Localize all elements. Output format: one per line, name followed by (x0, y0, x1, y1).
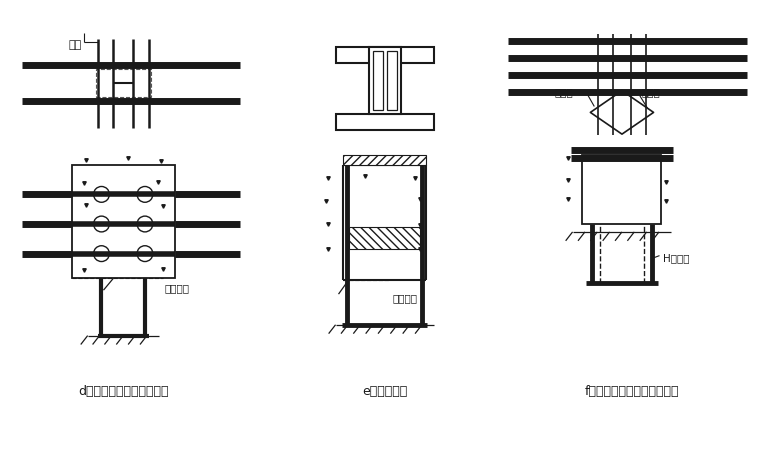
Text: 加强筋: 加强筋 (555, 88, 574, 97)
Bar (72, 165, 175, 278)
Text: e）角钢加强: e）角钢加强 (363, 385, 407, 398)
Bar (369, 47, 401, 114)
Text: 承台底面: 承台底面 (393, 293, 418, 303)
Text: 扁钢条: 扁钢条 (641, 88, 660, 97)
Bar (582, 155, 661, 224)
Text: 钢筋: 钢筋 (69, 40, 82, 50)
Text: f）桩顶伸入厚度不大的承台: f）桩顶伸入厚度不大的承台 (584, 385, 679, 398)
Bar (387, 51, 397, 110)
Text: d）桩顶伸入厚度大的承台: d）桩顶伸入厚度大的承台 (78, 385, 169, 398)
Text: 承台底面: 承台底面 (165, 283, 190, 293)
Bar (350, 227, 420, 249)
Bar (96, 69, 151, 97)
Bar (336, 114, 434, 130)
Bar (336, 47, 434, 63)
Bar (373, 51, 383, 110)
Bar (344, 155, 426, 165)
Text: H型钢桩: H型钢桩 (663, 254, 690, 264)
